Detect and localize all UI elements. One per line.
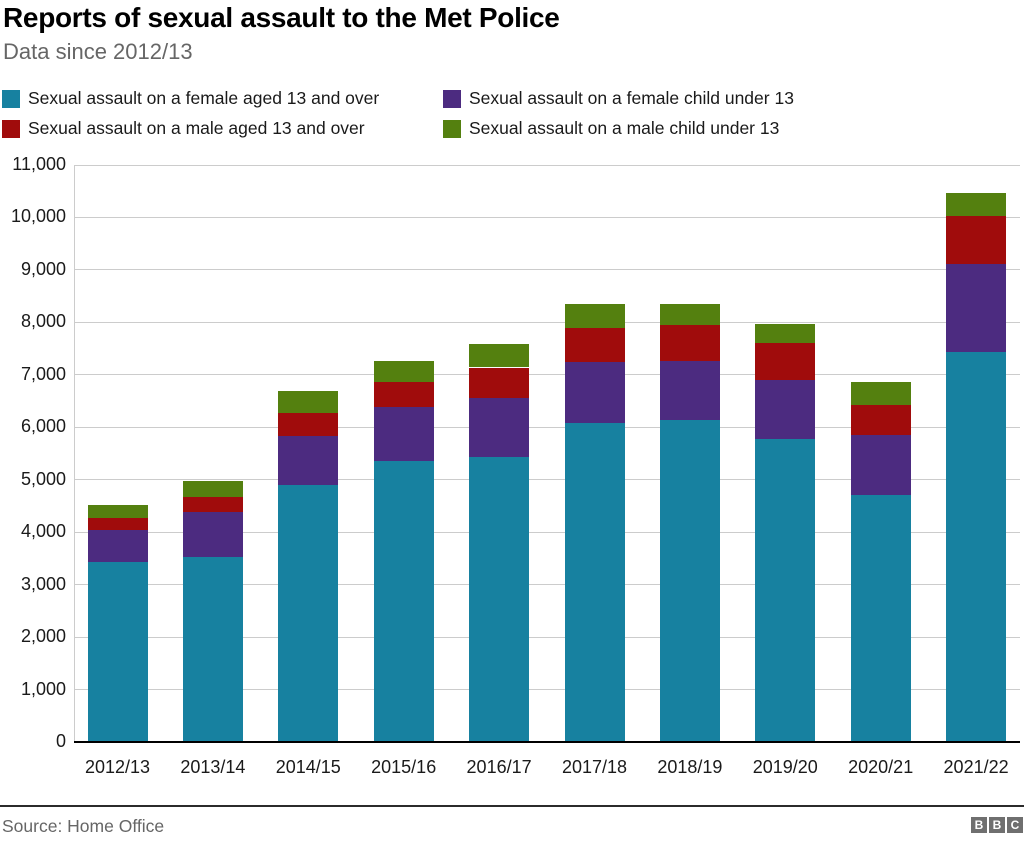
bar-segment bbox=[659, 325, 720, 361]
legend-swatch-icon bbox=[443, 89, 461, 108]
legend-item: Sexual assault on a female aged 13 and o… bbox=[2, 88, 443, 109]
bar-segment bbox=[278, 436, 339, 485]
x-axis-tick-label: 2016/17 bbox=[466, 757, 532, 777]
bar-segment bbox=[373, 460, 434, 742]
bar-segment bbox=[946, 216, 1007, 265]
bar-segment bbox=[946, 193, 1007, 217]
bar-segment bbox=[850, 435, 911, 495]
gridline bbox=[74, 531, 1020, 533]
y-axis-tick-label: 3,000 bbox=[20, 573, 66, 594]
x-axis-tick-label: 2018/19 bbox=[657, 757, 723, 777]
bar-segment bbox=[850, 404, 911, 436]
gridline bbox=[74, 374, 1020, 376]
y-axis-tick-label: 6,000 bbox=[20, 416, 66, 437]
legend-swatch-icon bbox=[2, 119, 20, 138]
legend-swatch-icon bbox=[2, 89, 20, 108]
bar-segment bbox=[850, 494, 911, 742]
gridline bbox=[74, 216, 1020, 218]
legend: Sexual assault on a female aged 13 and o… bbox=[2, 88, 1002, 139]
gridline bbox=[74, 479, 1020, 481]
bar-segment bbox=[564, 327, 625, 362]
bar-segment bbox=[564, 361, 625, 423]
x-axis-line bbox=[74, 741, 1020, 743]
bar-segment bbox=[182, 557, 243, 742]
bar-segment bbox=[278, 412, 339, 437]
bar-segment bbox=[373, 406, 434, 461]
gridline bbox=[74, 584, 1020, 586]
bar-segment bbox=[946, 264, 1007, 352]
bar-segment bbox=[755, 380, 816, 439]
bar-segment bbox=[755, 323, 816, 344]
bbc-logo-block: B bbox=[971, 817, 987, 833]
y-axis-tick-label: 5,000 bbox=[20, 468, 66, 489]
y-axis-tick-label: 2,000 bbox=[20, 626, 66, 647]
bar-segment bbox=[373, 361, 434, 383]
x-axis-tick-label: 2013/14 bbox=[180, 757, 246, 777]
bar-segment bbox=[755, 438, 816, 742]
legend-item: Sexual assault on a male child under 13 bbox=[443, 118, 1002, 139]
legend-label: Sexual assault on a male aged 13 and ove… bbox=[28, 118, 365, 138]
x-axis-tick-label: 2017/18 bbox=[561, 757, 628, 777]
bar-segment bbox=[87, 561, 148, 742]
bar-segment bbox=[87, 517, 148, 531]
x-axis-tick-label: 2015/16 bbox=[371, 757, 437, 777]
x-axis-tick-label: 2012/13 bbox=[84, 757, 151, 777]
bar-segment bbox=[182, 496, 243, 513]
y-axis-line bbox=[74, 165, 75, 742]
bar-segment bbox=[87, 505, 148, 518]
bar-segment bbox=[182, 480, 243, 497]
bar-segment bbox=[659, 304, 720, 325]
y-axis-tick-label: 1,000 bbox=[20, 678, 66, 699]
bar-segment bbox=[564, 422, 625, 742]
bar-segment bbox=[182, 512, 243, 558]
x-axis-tick-label: 2014/15 bbox=[275, 757, 341, 777]
y-axis-tick-label: 10,000 bbox=[10, 206, 66, 227]
y-axis-tick-label: 8,000 bbox=[20, 311, 66, 332]
page-title: Reports of sexual assault to the Met Pol… bbox=[3, 2, 560, 33]
y-axis-tick-label: 0 bbox=[55, 731, 66, 751]
bar-segment bbox=[278, 484, 339, 742]
bar-segment bbox=[564, 304, 625, 328]
gridline bbox=[74, 321, 1020, 323]
legend-label: Sexual assault on a female child under 1… bbox=[469, 88, 794, 108]
bar-segment bbox=[659, 360, 720, 421]
x-axis-tick-label: 2019/20 bbox=[752, 757, 818, 777]
bbc-logo-block: B bbox=[989, 817, 1005, 833]
footer-divider bbox=[0, 805, 1024, 807]
bar-segment bbox=[373, 382, 434, 407]
bar-segment bbox=[659, 420, 720, 742]
legend-item: Sexual assault on a female child under 1… bbox=[443, 88, 1002, 109]
bar-segment bbox=[469, 398, 530, 457]
y-axis-tick-label: 7,000 bbox=[20, 363, 66, 384]
gridline bbox=[74, 426, 1020, 428]
bar-segment bbox=[87, 530, 148, 562]
bar-segment bbox=[469, 344, 530, 368]
bbc-logo-block: C bbox=[1007, 817, 1023, 833]
gridline bbox=[74, 164, 1020, 166]
plot-area bbox=[74, 164, 1020, 743]
gridline bbox=[74, 269, 1020, 271]
x-axis-tick-label: 2020/21 bbox=[848, 757, 914, 777]
y-axis-tick-label: 11,000 bbox=[12, 154, 66, 174]
page-subtitle: Data since 2012/13 bbox=[3, 39, 193, 64]
bar-segment bbox=[278, 390, 339, 413]
legend-swatch-icon bbox=[443, 119, 461, 138]
y-axis-tick-label: 4,000 bbox=[20, 521, 66, 542]
y-axis-tick-label: 9,000 bbox=[20, 258, 66, 279]
gridline bbox=[74, 689, 1020, 691]
legend-label: Sexual assault on a male child under 13 bbox=[469, 118, 780, 138]
source-text: Source: Home Office bbox=[2, 816, 165, 836]
x-axis-tick-label: 2021/22 bbox=[943, 757, 1009, 777]
legend-item: Sexual assault on a male aged 13 and ove… bbox=[2, 118, 443, 139]
legend-label: Sexual assault on a female aged 13 and o… bbox=[28, 88, 380, 108]
gridline bbox=[74, 636, 1020, 638]
bar-segment bbox=[946, 351, 1007, 742]
bar-segment bbox=[850, 382, 911, 405]
bar-segment bbox=[469, 456, 530, 742]
bar-segment bbox=[469, 367, 530, 399]
bar-segment bbox=[755, 343, 816, 381]
